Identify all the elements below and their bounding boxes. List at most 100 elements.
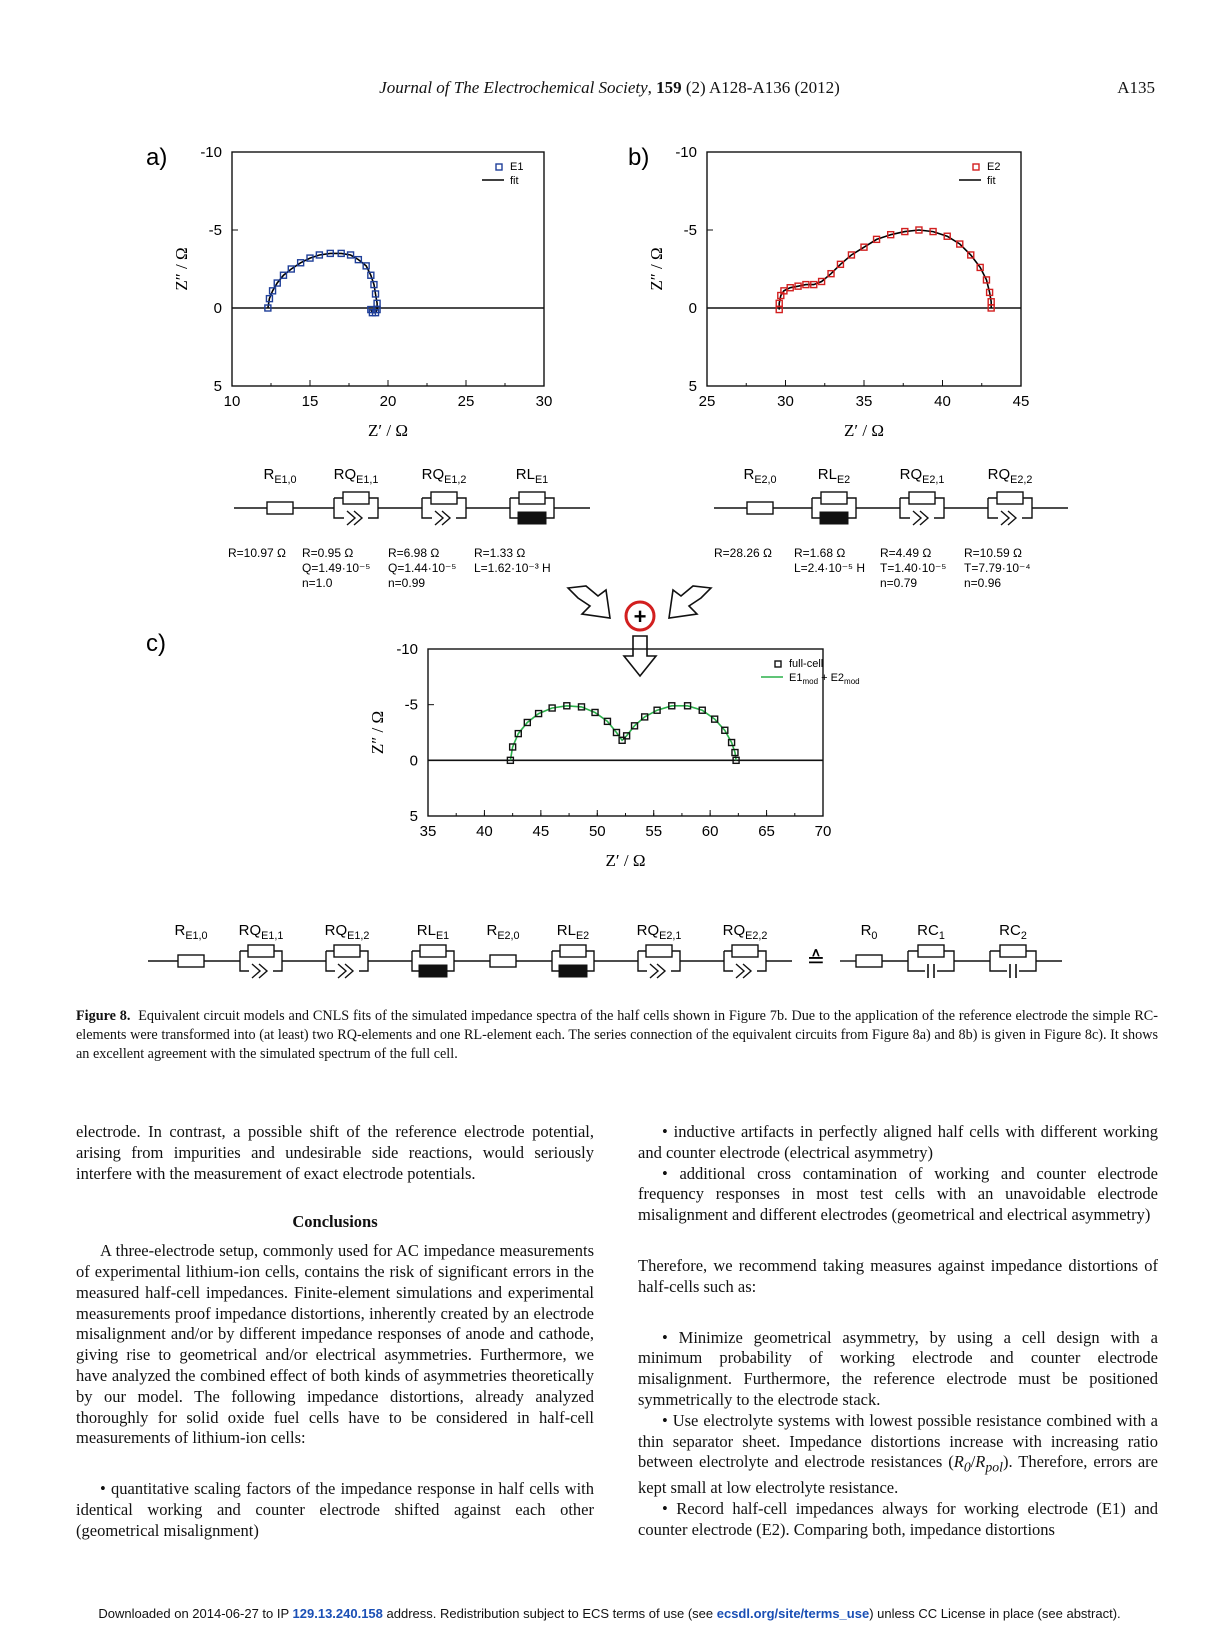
data-point xyxy=(668,702,676,710)
figure-caption: Figure 8. Equivalent circuit models and … xyxy=(76,1007,1158,1064)
x-tick-label: 60 xyxy=(702,823,719,840)
x-tick-label: 20 xyxy=(380,393,397,410)
circuit-diagram-b: RE2,0 RLE2 RQE2,1 RQE2,2 R=28.26 Ω R=1.68 ΩL=… xyxy=(714,466,1068,590)
fit-line xyxy=(778,229,992,310)
element-label: RQE2,2 xyxy=(988,466,1033,486)
data-point xyxy=(346,251,355,259)
parameter-value: L=2.4·10⁻⁵ H xyxy=(794,561,865,575)
x-axis-label: Z′ / Ω xyxy=(368,421,408,440)
plus-icon: + xyxy=(624,600,656,632)
data-point xyxy=(802,280,810,289)
data-point xyxy=(577,703,586,711)
legend-marker xyxy=(495,163,503,171)
resistor-symbol xyxy=(177,954,205,968)
download-footer: Downloaded on 2014-06-27 to IP 129.13.24… xyxy=(98,1606,1121,1621)
parameter-value: R=10.97 Ω xyxy=(228,546,286,560)
x-axis-label: Z′ / Ω xyxy=(606,851,646,870)
resistor-symbol xyxy=(820,491,848,505)
parameter-value: R=10.59 Ω xyxy=(964,546,1022,560)
y-tick-label: -5 xyxy=(405,697,418,714)
data-point xyxy=(710,715,719,723)
y-tick-label: 0 xyxy=(689,300,697,317)
data-point xyxy=(794,282,802,290)
data-point xyxy=(523,718,532,727)
resistor-symbol xyxy=(559,944,587,958)
inductor-symbol xyxy=(558,964,588,978)
data-point xyxy=(508,743,517,751)
x-tick-label: 65 xyxy=(758,823,775,840)
legend-label: fit xyxy=(987,175,996,187)
data-point xyxy=(287,265,295,273)
resistor-symbol xyxy=(342,491,370,505)
element-label: R0 xyxy=(861,922,878,942)
element-label: RQE2,1 xyxy=(900,466,945,486)
x-tick-label: 50 xyxy=(589,823,606,840)
element-label: RLE1 xyxy=(417,922,449,942)
y-tick-label: 0 xyxy=(410,752,418,769)
y-axis-label: Z″ / Ω xyxy=(647,247,666,290)
data-point xyxy=(698,706,706,714)
data-point xyxy=(337,249,345,258)
caption-text: Equivalent circuit models and CNLS fits … xyxy=(76,1008,1158,1062)
data-point xyxy=(603,717,612,726)
element-label: RQE2,2 xyxy=(723,922,768,942)
data-point xyxy=(279,271,288,279)
data-point xyxy=(268,287,277,295)
parameter-value: Q=1.49·10⁻⁵ xyxy=(302,561,370,575)
journal-volume: 159 xyxy=(656,78,682,97)
x-tick-label: 40 xyxy=(476,823,493,840)
element-label: RLE2 xyxy=(818,466,850,486)
data-point xyxy=(982,276,991,284)
data-point xyxy=(731,748,739,757)
parameter-value: R=4.49 Ω xyxy=(880,546,931,560)
data-point xyxy=(732,756,740,765)
inductor-symbol xyxy=(418,964,448,978)
terms-link[interactable]: ecsdl.org/site/terms_use xyxy=(716,1606,870,1621)
element-label: RQE2,1 xyxy=(637,922,682,942)
x-tick-label: 25 xyxy=(699,393,716,410)
svg-text:+: + xyxy=(634,604,647,629)
x-tick-label: 30 xyxy=(536,393,553,410)
chart-panel-b: 25 30 35 40 45 -10 -5 0 5 Z′ / Ω Z″ / Ω E2 fit xyxy=(647,144,1029,440)
data-point xyxy=(786,284,794,292)
parameter-value: Q=1.44·10⁻⁵ xyxy=(388,561,456,575)
data-point xyxy=(836,260,845,269)
resistor-symbol xyxy=(489,954,517,968)
element-label: RLE2 xyxy=(557,922,589,942)
data-point xyxy=(683,702,692,710)
x-tick-label: 35 xyxy=(420,823,437,840)
legend-label: E1 xyxy=(510,161,523,173)
data-point xyxy=(315,251,324,259)
journal-issue-pages: (2) A128-A136 (2012) xyxy=(685,78,840,97)
journal-citation: Journal of The Electrochemical Society, … xyxy=(379,78,840,97)
element-label: RC1 xyxy=(917,922,945,942)
data-point xyxy=(653,706,661,714)
data-point xyxy=(354,255,363,264)
data-point xyxy=(860,243,868,251)
element-label: RC2 xyxy=(999,922,1027,942)
data-point xyxy=(727,738,736,747)
paragraph-conclusions: A three-electrode setup, commonly used f… xyxy=(76,1241,594,1448)
data-point xyxy=(721,726,729,734)
data-point xyxy=(367,271,375,279)
element-label: RE2,0 xyxy=(743,466,776,486)
legend-label: E2 xyxy=(987,161,1000,173)
data-point xyxy=(810,280,818,289)
right-column: • inductive artifacts in perfectly align… xyxy=(638,1122,1158,1541)
data-point xyxy=(618,736,626,744)
chart-panel-c: 35 40 45 50 55 60 65 70 -10 -5 0 5 Z′ / Ω Z″ / Ω full-… xyxy=(368,641,860,870)
figure-8: a) b) c) 10 15 20 25 30 -10 -5 0 5 Z′ / Ω Z″ / Ω E1… xyxy=(146,144,1068,979)
left-column: electrode. In contrast, a possible shift… xyxy=(76,1122,594,1542)
y-tick-label: -10 xyxy=(675,144,697,161)
cpe-symbol xyxy=(251,963,269,979)
data-point xyxy=(886,230,895,239)
data-point xyxy=(847,251,856,259)
data-point xyxy=(956,240,964,248)
element-label: RE2,0 xyxy=(486,922,519,942)
data-point xyxy=(563,702,571,710)
data-point xyxy=(915,226,923,234)
parameter-value: R=0.95 Ω xyxy=(302,546,353,560)
data-point xyxy=(630,722,639,730)
ip-address: 129.13.240.158 xyxy=(292,1606,383,1621)
gap xyxy=(925,963,937,979)
